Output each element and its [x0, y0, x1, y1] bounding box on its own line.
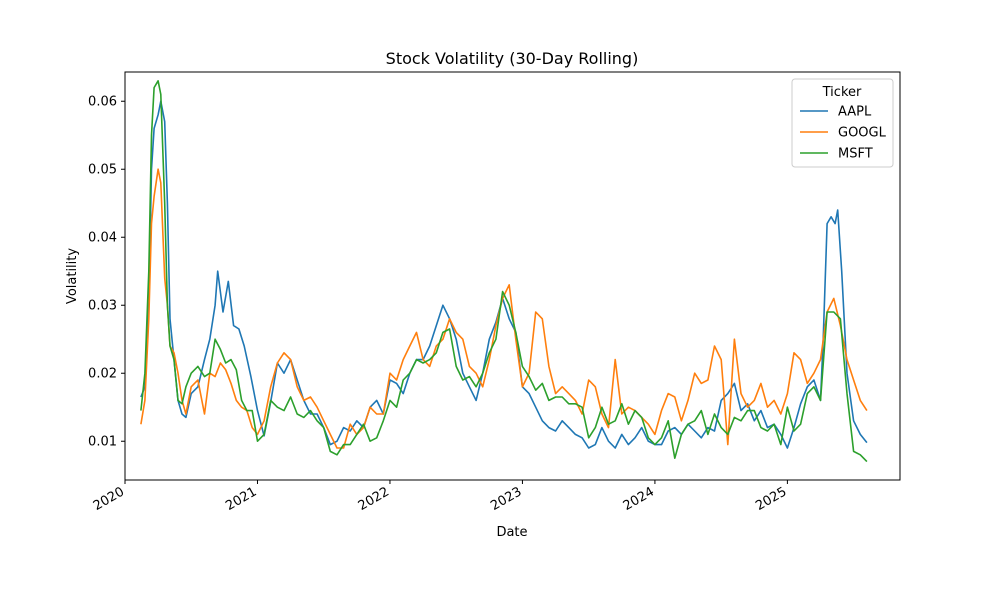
chart-title: Stock Volatility (30-Day Rolling): [386, 49, 639, 68]
y-axis: 0.01 0.02 0.03 0.04 0.05 0.06: [88, 95, 125, 450]
legend: Ticker AAPL GOOGL MSFT: [791, 78, 894, 168]
x-axis-label: Date: [496, 525, 527, 540]
series-line-msft: [140, 80, 868, 463]
y-tick-label: 0.05: [88, 163, 117, 178]
y-tick-label: 0.06: [88, 95, 117, 110]
series-line-aapl: [140, 100, 868, 449]
legend-box: [791, 78, 894, 168]
x-tick-label: 2025: [753, 484, 789, 514]
legend-label-msft: MSFT: [838, 147, 873, 162]
x-axis: 2020 2021 2022 2023 2024 2025: [91, 480, 789, 514]
legend-items: AAPL GOOGL MSFT: [800, 105, 887, 162]
y-tick-label: 0.02: [88, 367, 117, 382]
x-tick-label: 2024: [621, 484, 657, 514]
series-line-googl: [140, 168, 868, 449]
y-tick-label: 0.03: [88, 299, 117, 314]
x-tick-label: 2023: [488, 484, 524, 514]
legend-label-aapl: AAPL: [838, 105, 872, 120]
plot-area: [124, 71, 901, 481]
plot-frame: [124, 71, 901, 481]
series-layer: [140, 80, 868, 463]
y-tick-label: 0.01: [88, 435, 117, 450]
legend-title: Ticker: [822, 85, 862, 100]
y-tick-label: 0.04: [88, 231, 117, 246]
x-tick-label: 2020: [91, 484, 127, 514]
x-tick-label: 2021: [223, 484, 259, 514]
x-tick-label: 2022: [356, 484, 392, 514]
legend-label-googl: GOOGL: [838, 126, 887, 141]
y-axis-label: Volatility: [65, 248, 80, 304]
